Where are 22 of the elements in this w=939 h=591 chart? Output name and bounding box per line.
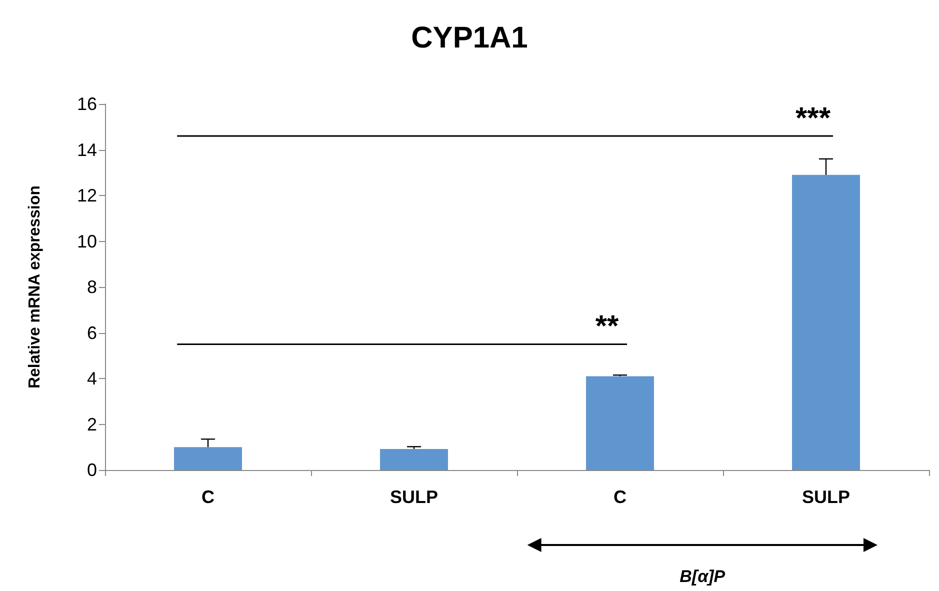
chart-title: CYP1A1 xyxy=(411,22,528,54)
ref-line-label: *** xyxy=(795,102,831,136)
y-tick-label: 6 xyxy=(86,322,97,343)
x-tick-label: C xyxy=(202,487,214,507)
x-tick-label: SULP xyxy=(802,487,850,507)
bar xyxy=(586,376,654,470)
y-tick-label: 8 xyxy=(86,277,97,297)
bar xyxy=(792,174,860,470)
bar xyxy=(174,447,242,470)
y-tick-label: 10 xyxy=(76,231,97,252)
y-tick-label: 4 xyxy=(86,368,97,388)
y-tick-label: 0 xyxy=(86,460,97,480)
y-tick-label: 12 xyxy=(76,186,97,206)
ref-line-label: ** xyxy=(595,310,619,344)
x-tick-label: C xyxy=(614,487,626,507)
y-tick-label: 14 xyxy=(76,140,97,160)
y-axis-title: Relative mRNA expression xyxy=(26,185,44,389)
y-tick-label: 16 xyxy=(76,94,97,114)
text: B[α]P xyxy=(680,567,726,586)
y-tick-label: 2 xyxy=(86,414,97,434)
bar xyxy=(380,448,448,470)
x-tick-label: SULP xyxy=(390,487,438,507)
